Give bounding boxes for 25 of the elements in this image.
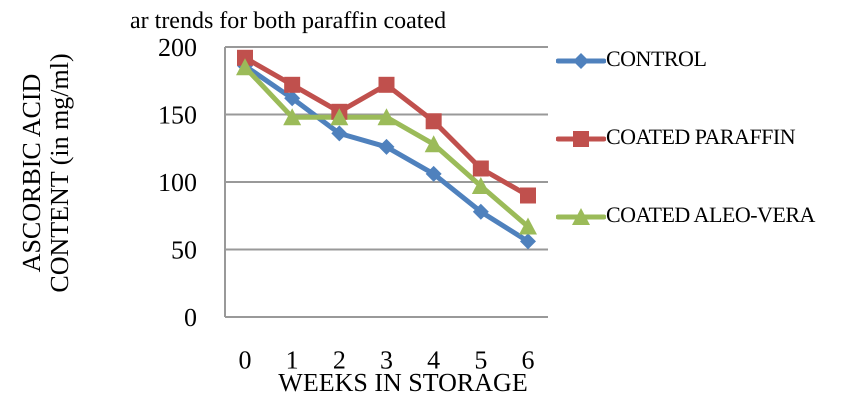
point [378, 76, 394, 93]
legend-label: CONTROL [606, 45, 708, 73]
point [472, 204, 489, 220]
point [283, 108, 302, 126]
y-axis-title: ASCORBIC ACID CONTENT (in mg/ml) [17, 52, 74, 295]
y-tick-label: 150 [158, 100, 197, 130]
point [426, 166, 442, 182]
point [330, 108, 348, 126]
legend-label: COATED ALEO-VERA [606, 201, 816, 229]
point [519, 218, 537, 235]
point [520, 188, 536, 204]
x-tick-label: 0 [238, 345, 252, 374]
point [331, 125, 348, 142]
point [520, 233, 536, 250]
point [378, 138, 394, 155]
legend-label: COATED PARAFFIN [606, 123, 796, 151]
point [378, 108, 396, 126]
y-tick-label: 0 [184, 303, 197, 332]
y-tick-label: 200 [158, 33, 197, 62]
y-tick-label: 100 [158, 168, 197, 198]
point [284, 76, 300, 93]
point [426, 113, 442, 130]
text: ar trends for both paraffin coated [130, 8, 446, 34]
y-tick-label: 50 [171, 236, 197, 265]
point [472, 160, 489, 176]
